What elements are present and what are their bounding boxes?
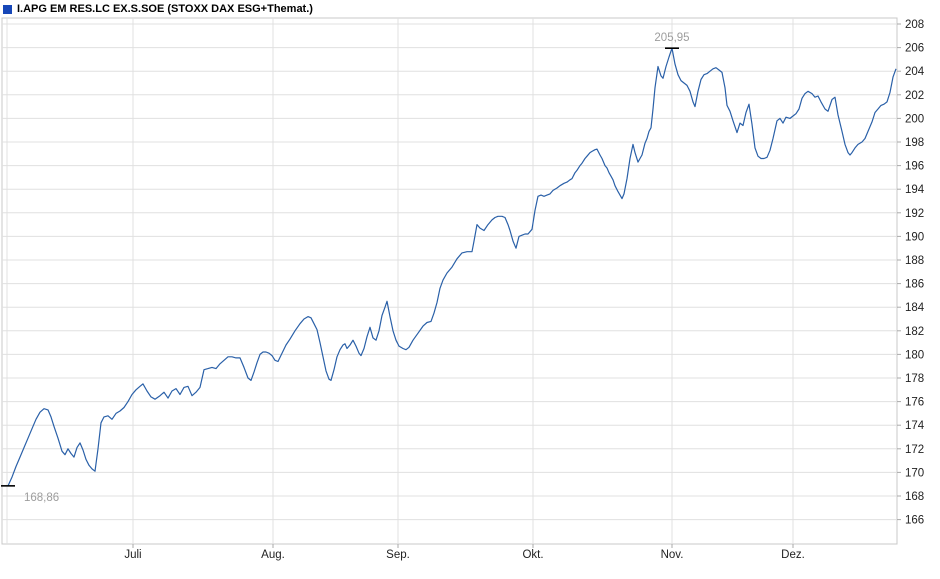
y-axis-label: 166 — [905, 515, 924, 527]
x-axis-label: Okt. — [522, 549, 543, 561]
y-axis-label: 174 — [905, 420, 925, 432]
y-axis-label: 180 — [905, 349, 924, 361]
x-axis-label: Juli — [124, 549, 141, 561]
y-axis-label: 196 — [905, 161, 924, 173]
legend-color-swatch-icon — [3, 4, 12, 14]
y-axis-label: 194 — [905, 184, 925, 196]
y-axis-label: 198 — [905, 137, 924, 149]
y-axis-label: 184 — [905, 302, 925, 314]
y-axis-label: 172 — [905, 444, 924, 456]
chart-title: I.APG EM RES.LC EX.S.SOE (STOXX DAX ESG+… — [17, 3, 313, 15]
y-axis-label: 186 — [905, 279, 924, 291]
x-axis-label: Aug. — [261, 549, 285, 561]
x-axis-label: Dez. — [781, 549, 805, 561]
y-axis-label: 176 — [905, 397, 924, 409]
y-axis-label: 190 — [905, 231, 924, 243]
y-axis-label: 204 — [905, 66, 925, 78]
y-axis-label: 200 — [905, 113, 924, 125]
high-value-label: 205,95 — [654, 32, 689, 44]
y-axis-label: 168 — [905, 491, 924, 503]
y-axis-label: 192 — [905, 208, 924, 220]
low-value-label: 168,86 — [24, 492, 59, 504]
chart-legend: I.APG EM RES.LC EX.S.SOE (STOXX DAX ESG+… — [3, 2, 313, 16]
plot-frame — [1, 17, 898, 545]
y-axis-label: 178 — [905, 373, 924, 385]
y-axis-label: 208 — [905, 19, 924, 31]
x-axis-label: Sep. — [386, 549, 410, 561]
y-axis-label: 188 — [905, 255, 924, 267]
price-line — [7, 47, 897, 487]
x-axis-label: Nov. — [661, 549, 684, 561]
y-axis-label: 170 — [905, 467, 924, 479]
y-axis-label: 202 — [905, 90, 924, 102]
y-axis-label: 206 — [905, 43, 924, 55]
y-axis-label: 182 — [905, 326, 924, 338]
